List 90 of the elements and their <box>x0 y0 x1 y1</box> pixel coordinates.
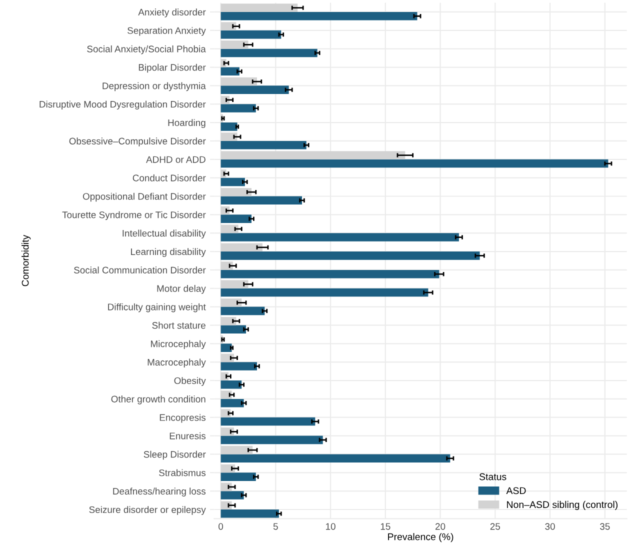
bar <box>220 86 289 94</box>
y-axis-title: Comorbidity <box>22 234 31 286</box>
x-tick-label: 20 <box>436 523 446 530</box>
y-tick-label: Enuresis <box>170 432 206 440</box>
y-tick-label: Depression or dysthymia <box>102 82 206 92</box>
bar <box>220 48 318 58</box>
y-tick-label: Conduct Disorder <box>132 174 206 182</box>
bar <box>220 482 232 492</box>
bar <box>220 428 234 436</box>
x-axis-title: Prevalence (%) <box>388 533 454 542</box>
bar <box>220 436 323 444</box>
bar <box>220 409 231 418</box>
y-tick-label: Short stature <box>152 322 206 329</box>
bar <box>220 306 265 316</box>
bar <box>220 398 244 408</box>
y-tick-label: Tourette Syndrome or Tic Disorder <box>62 211 206 220</box>
bar <box>220 22 236 30</box>
bar <box>220 151 406 160</box>
y-tick-label: ADHD or ADD <box>146 156 206 163</box>
y-tick-label: Motor delay <box>157 284 206 294</box>
bar <box>220 104 256 112</box>
bar <box>220 501 232 510</box>
y-tick-label: Separation Anxiety <box>128 26 206 36</box>
legend-title: Status <box>479 473 506 480</box>
y-tick-label: Obesity <box>174 377 206 386</box>
bar <box>220 12 418 20</box>
x-tick-label: 30 <box>545 523 555 530</box>
x-tick-label: 25 <box>490 523 500 530</box>
bar <box>220 280 248 288</box>
y-tick-label: Disruptive Mood Dysregulation Disorder <box>40 100 206 110</box>
y-tick-label: Difficulty gaining weight <box>108 303 206 312</box>
y-tick-label: Hoarding <box>168 119 206 128</box>
y-tick-label: Intellectual disability <box>122 230 206 238</box>
y-tick-label: Microcephaly <box>151 340 206 350</box>
bar <box>220 122 238 131</box>
bar <box>220 288 428 297</box>
bar <box>220 325 246 334</box>
bar <box>220 40 248 49</box>
bar <box>220 140 306 150</box>
bar <box>220 270 440 278</box>
bar <box>220 196 302 205</box>
bar <box>220 298 242 307</box>
bar <box>220 30 282 39</box>
bar <box>220 472 256 481</box>
bar <box>220 446 253 454</box>
y-tick-label: Encopresis <box>160 414 206 423</box>
bar <box>220 252 480 260</box>
bar <box>220 354 234 362</box>
bar <box>220 243 262 252</box>
bar <box>220 454 450 463</box>
y-tick-label: Anxiety disorder <box>138 8 206 18</box>
bar <box>220 132 238 141</box>
bar <box>220 344 232 352</box>
x-tick-label: 15 <box>380 523 390 530</box>
bar <box>220 214 252 223</box>
bar <box>220 464 236 473</box>
bar <box>220 380 242 389</box>
bar <box>220 390 232 399</box>
x-tick-label: 5 <box>273 523 278 530</box>
y-tick-label: Social Communication Disorder <box>74 266 206 274</box>
y-tick-label: Macrocephaly <box>148 358 206 368</box>
bar <box>220 188 252 196</box>
bar <box>220 67 240 76</box>
y-tick-label: Social Anxiety/Social Phobia <box>87 45 206 54</box>
bar <box>220 77 257 86</box>
bar <box>220 491 244 500</box>
y-tick-label: Obsessive–Compulsive Disorder <box>69 138 206 146</box>
x-tick-label: 35 <box>600 523 610 530</box>
bar <box>220 316 236 326</box>
bar <box>220 262 233 270</box>
y-tick-label: Seizure disorder or epilepsy <box>89 506 206 515</box>
y-tick-label: Deafness/hearing loss <box>113 488 206 496</box>
y-tick-label: Oppositional Defiant Disorder <box>82 192 206 202</box>
bar <box>220 417 316 426</box>
bar <box>220 224 238 234</box>
bar <box>220 362 257 370</box>
y-tick-label: Learning disability <box>131 248 206 257</box>
legend-label: ASD <box>506 487 526 494</box>
x-tick-label: 10 <box>326 523 336 530</box>
y-tick-label: Sleep Disorder <box>144 450 206 460</box>
bar <box>220 178 245 186</box>
y-tick-label: Other growth condition <box>111 396 206 404</box>
y-tick-label: Bipolar Disorder <box>138 64 206 73</box>
bar <box>220 510 279 518</box>
bar <box>220 233 459 242</box>
x-tick-label: 0 <box>218 523 224 530</box>
legend-label: Non–ASD sibling (control) <box>507 500 618 510</box>
y-tick-label: Strabismus <box>159 469 206 476</box>
bar <box>220 4 298 12</box>
bar <box>220 159 608 168</box>
